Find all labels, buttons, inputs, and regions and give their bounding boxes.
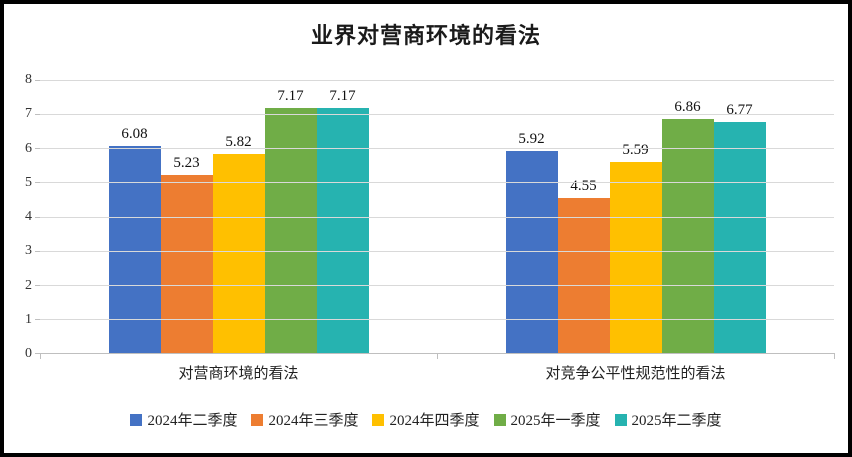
gridline (40, 148, 834, 150)
x-axis-tick (40, 353, 41, 359)
gridline (40, 216, 834, 218)
data-label: 6.86 (674, 98, 701, 115)
data-label: 4.55 (570, 177, 597, 194)
gridline (40, 318, 834, 320)
y-axis-tick (35, 284, 40, 286)
legend-item: 2025年二季度 (614, 409, 722, 430)
gridline (40, 284, 834, 286)
bar-chart: 0 1 2 3 4 5 6 7 8 6.08 5.23 5.82 7.17 7.17 5.92 4.55 5.… (10, 72, 835, 361)
legend-item: 2024年三季度 (251, 409, 358, 430)
legend-swatch (130, 413, 143, 426)
bar-slot: 5.82 (212, 80, 265, 353)
x-axis-label: 对竞争公平性规范性的看法 (545, 366, 726, 382)
legend-swatch (493, 413, 506, 426)
x-axis: 对营商环境的看法 对竞争公平性规范性的看法 (40, 362, 834, 383)
gridline (40, 182, 834, 184)
data-label: 7.17 (329, 88, 356, 105)
y-axis-label: 8 (25, 72, 32, 87)
y-axis-tick (35, 216, 40, 218)
x-axis-tick (834, 353, 835, 359)
legend-label: 2025年二季度 (631, 413, 722, 429)
bar (609, 162, 662, 353)
bar (212, 154, 265, 353)
legend-label: 2024年二季度 (147, 413, 238, 429)
chart-title: 业界对营商环境的看法 (310, 23, 541, 48)
gridline (40, 250, 834, 252)
data-label: 5.59 (622, 142, 649, 159)
y-axis-label: 1 (25, 311, 32, 327)
bar (713, 121, 766, 353)
plot-area: 6.08 5.23 5.82 7.17 7.17 5.92 4.55 5.59 6.86 6.77 (35, 80, 835, 359)
bar (316, 108, 369, 353)
data-label: 5.82 (225, 134, 252, 151)
gridline (40, 80, 834, 81)
legend-item: 2024年四季度 (372, 409, 480, 430)
y-axis-tick (35, 114, 40, 116)
x-axis-label: 对营商环境的看法 (178, 366, 299, 382)
bar (661, 118, 714, 353)
legend-label: 2024年四季度 (389, 413, 480, 429)
legend-item: 2025年一季度 (493, 409, 601, 430)
y-axis-tick (35, 148, 40, 150)
bar (160, 174, 213, 353)
y-axis-tick (35, 318, 40, 320)
data-label: 6.08 (121, 125, 148, 142)
legend-label: 2024年三季度 (268, 413, 359, 429)
bar (557, 197, 610, 353)
y-axis-tick (35, 353, 40, 354)
bar (264, 108, 317, 353)
data-label: 6.77 (726, 101, 753, 118)
y-axis-label: 4 (25, 209, 32, 224)
data-label: 5.92 (518, 130, 545, 147)
bar-slot: 6.86 (661, 80, 714, 353)
bar-slot: 6.77 (713, 80, 766, 353)
y-axis-tick (35, 182, 40, 184)
y-axis-label: 5 (25, 174, 32, 190)
legend-label: 2025年一季度 (510, 413, 601, 429)
bar-slot: 4.55 (557, 80, 610, 353)
y-axis-label: 7 (25, 106, 32, 122)
bar-slot: 5.23 (160, 80, 213, 353)
y-axis-label: 6 (25, 140, 32, 156)
data-label: 5.23 (173, 154, 200, 171)
y-axis-label: 0 (25, 346, 32, 361)
y-axis-label: 2 (25, 277, 32, 293)
legend-item: 2024年二季度 (130, 409, 237, 430)
x-axis-tick (437, 353, 438, 359)
y-axis-label: 3 (25, 243, 32, 259)
bar-slot: 5.59 (609, 80, 662, 353)
data-label: 7.17 (277, 88, 304, 105)
bar (505, 150, 558, 353)
legend-swatch (614, 413, 627, 426)
legend: 2024年二季度 2024年三季度 2024年四季度 2025年一季度 2025年二季度 (4, 409, 848, 430)
bar-slot: 6.08 (108, 80, 161, 353)
legend-swatch (251, 413, 264, 426)
y-axis: 0 1 2 3 4 5 6 7 8 (10, 72, 40, 361)
legend-swatch (372, 413, 385, 426)
y-axis-tick (35, 250, 40, 252)
gridline (40, 114, 834, 116)
y-axis-tick (35, 80, 40, 81)
bar (108, 145, 161, 353)
